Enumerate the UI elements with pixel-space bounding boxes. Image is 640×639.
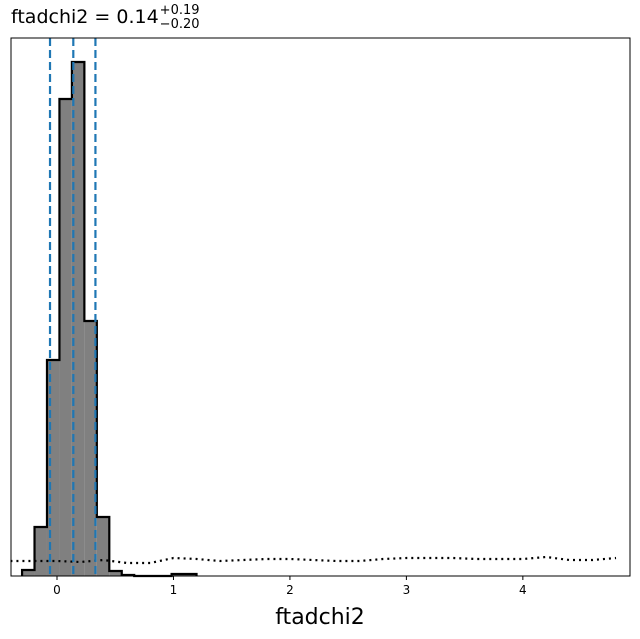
bar [84,321,97,576]
bar [46,360,60,576]
bar [59,99,72,576]
x-tick-label: 1 [170,583,178,597]
prior-line [10,555,617,565]
x-tick-label: 0 [53,583,61,597]
x-axis-label: ftadchi2 [275,605,365,630]
bar [109,571,122,576]
x-tick-label: 4 [519,583,527,597]
x-tick-label: 2 [286,583,294,597]
bar [71,62,85,576]
plot-frame [10,37,631,577]
title-sub: −0.20 [160,17,200,32]
chart-title: ftadchi2 = 0.14 [11,6,159,28]
bar [96,517,110,576]
bar [22,570,35,576]
title-sup: +0.19 [160,3,200,18]
x-tick-label: 3 [403,583,411,597]
bar [34,527,47,576]
